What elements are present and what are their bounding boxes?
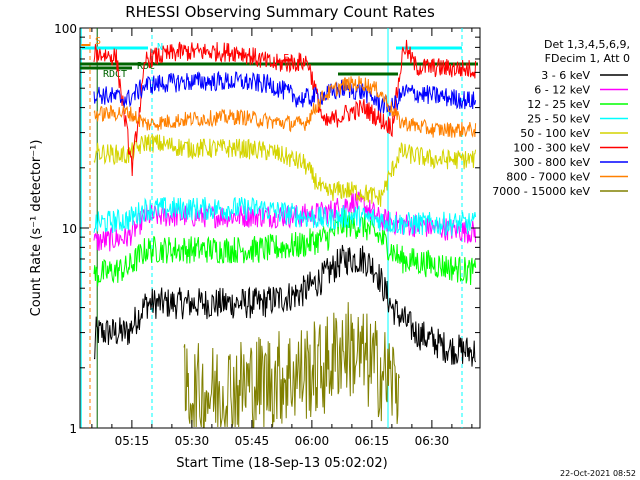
legend: Det 1,3,4,5,6,9,FDecim 1, Att 0 3 - 6 keV… [492, 38, 630, 198]
flag-label: N [157, 42, 163, 53]
legend-entry-label: 6 - 12 keV [534, 84, 590, 97]
y-tick-label: 1 [69, 422, 77, 436]
chart-title: RHESSI Observing Summary Count Rates [125, 3, 435, 21]
legend-header: Det 1,3,4,5,6,9, [544, 38, 630, 51]
x-tick-label: 05:15 [115, 434, 150, 448]
x-tick-label: 06:15 [355, 434, 390, 448]
series-line-800-7000-keV [93, 76, 477, 138]
flag-label: RDC [137, 61, 155, 72]
flag-label: F [283, 53, 289, 64]
y-tick-label: 100 [54, 22, 77, 36]
series-group [93, 39, 477, 428]
x-axis-label: Start Time (18-Sep-13 05:02:02) [176, 456, 387, 471]
legend-entry-label: 25 - 50 keV [527, 113, 590, 126]
legend-entry-label: 300 - 800 keV [513, 156, 590, 169]
series-line-100-300-keV [93, 39, 477, 177]
x-tick-label: 06:00 [295, 434, 330, 448]
legend-entry-label: 3 - 6 keV [541, 69, 590, 82]
x-tick-label: 06:30 [415, 434, 450, 448]
legend-entry-label: 100 - 300 keV [513, 142, 590, 155]
series-line-3-6-keV [94, 244, 477, 367]
x-tick-label: 05:45 [235, 434, 270, 448]
series-line-25-50-keV [93, 196, 477, 237]
axes: 1 10 100 05:15 05:30 05:45 06:00 06:15 06:30 [54, 22, 480, 448]
legend-header: FDecim 1, Att 0 [545, 52, 630, 65]
timestamp: 22-Oct-2021 08:52 [560, 469, 636, 478]
flag-label: S [95, 36, 101, 47]
legend-entry-label: 50 - 100 keV [520, 127, 590, 140]
flag-label: RDCT [103, 69, 127, 80]
legend-entry-label: 7000 - 15000 keV [492, 185, 590, 198]
series-line-7000-15000-keV [183, 302, 400, 428]
y-axis-label: Count Rate (s⁻¹ detector⁻¹) [29, 140, 44, 317]
series-line-50-100-keV [93, 133, 477, 207]
x-tick-label: 05:30 [175, 434, 210, 448]
legend-entry-label: 12 - 25 keV [527, 98, 590, 111]
y-tick-label: 10 [62, 222, 77, 236]
legend-entry-label: 800 - 7000 keV [506, 171, 590, 184]
series-line-300-800-keV [93, 70, 477, 116]
series-line-12-25-keV [93, 209, 477, 287]
